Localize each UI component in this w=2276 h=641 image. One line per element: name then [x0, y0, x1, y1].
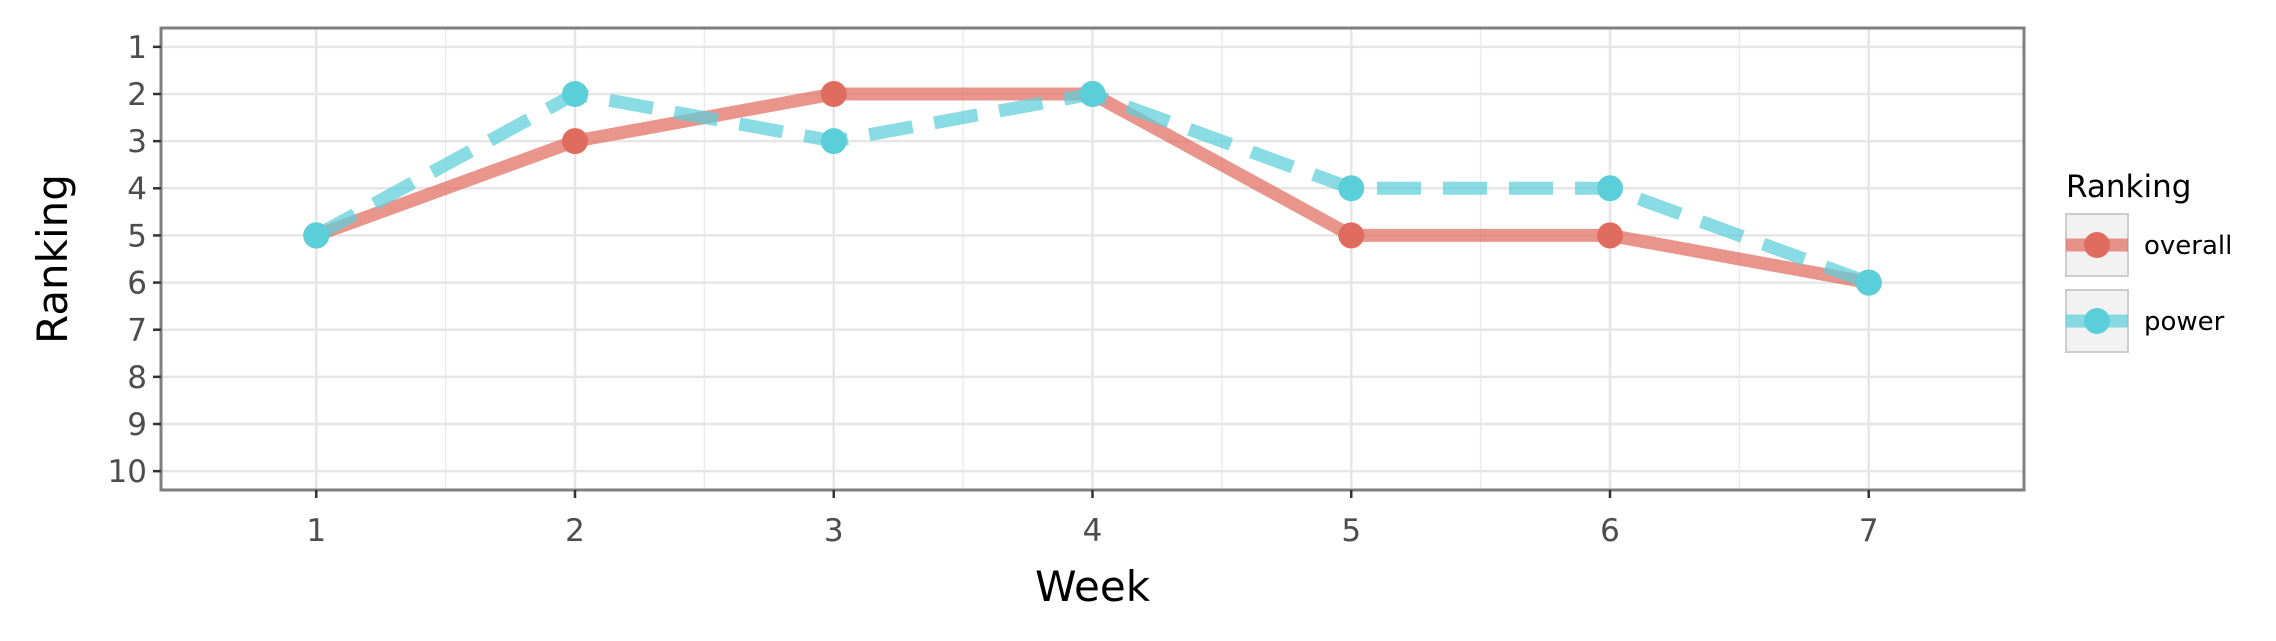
data-point-power [1079, 81, 1106, 107]
y-tick-label: 7 [127, 313, 147, 349]
data-point-power [1338, 175, 1365, 202]
series-lines [303, 81, 1882, 296]
data-point-power [562, 81, 588, 107]
data-point-power [820, 128, 847, 155]
y-tick-label: 6 [127, 266, 147, 302]
y-tick-label: 1 [127, 30, 147, 66]
y-tick-label: 9 [127, 407, 147, 443]
data-point-overall [820, 81, 847, 107]
legend-item-overall: overall [2065, 213, 2232, 277]
x-tick-label: 4 [1083, 513, 1103, 549]
x-axis-ticks: 1 2 3 4 5 6 7 [306, 490, 1879, 549]
y-axis-title: Ranking [28, 174, 77, 344]
x-tick-label: 1 [306, 513, 326, 549]
y-tick-label: 2 [127, 77, 147, 113]
legend-label: overall [2144, 231, 2232, 261]
data-point-power [303, 222, 330, 249]
data-point-overall [1338, 222, 1365, 249]
x-tick-label: 5 [1341, 513, 1361, 549]
legend-title: Ranking [2066, 169, 2191, 205]
y-tick-label: 4 [127, 171, 147, 207]
x-axis-title: Week [1035, 562, 1151, 611]
legend-key-marker [2084, 232, 2110, 258]
x-tick-label: 6 [1600, 513, 1620, 549]
legend-item-power: power [2065, 289, 2225, 353]
data-point-power [1855, 269, 1882, 296]
data-point-overall [562, 128, 588, 155]
y-axis-ticks: 1 2 3 4 5 6 7 8 9 10 [108, 30, 161, 490]
legend: Ranking overall power [2065, 169, 2232, 353]
y-tick-label: 5 [127, 218, 147, 254]
x-tick-label: 3 [824, 513, 844, 549]
x-tick-label: 7 [1859, 513, 1879, 549]
data-point-power [1597, 175, 1623, 202]
y-tick-label: 8 [127, 360, 147, 396]
y-tick-label: 3 [127, 124, 147, 160]
legend-key-marker [2084, 308, 2110, 334]
legend-items: overall power [2065, 213, 2232, 353]
legend-label: power [2144, 307, 2225, 337]
data-point-overall [1597, 222, 1623, 249]
y-tick-label: 10 [108, 454, 147, 490]
x-tick-label: 2 [565, 513, 585, 549]
